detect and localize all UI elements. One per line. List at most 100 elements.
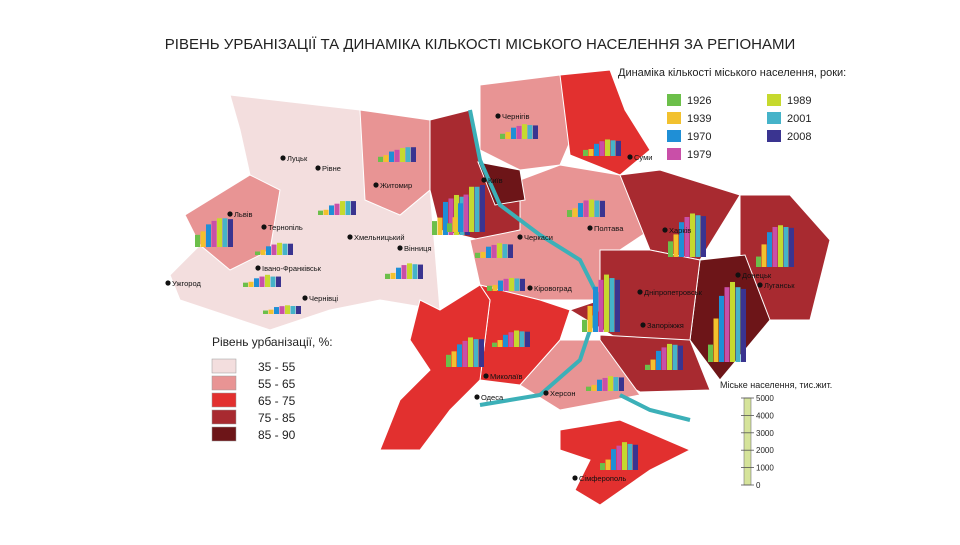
bar [591, 384, 597, 391]
bar [265, 274, 270, 287]
scale-tick-label: 3000 [756, 429, 774, 438]
city-dot [165, 280, 171, 286]
bar [719, 295, 724, 362]
city-dot [572, 475, 578, 481]
city-label: Черкаси [524, 233, 553, 242]
bar [599, 141, 605, 156]
bar [679, 222, 684, 257]
legend-title: Динаміка кількості міського населення, р… [618, 67, 846, 79]
map-title: РІВЕНЬ УРБАНІЗАЦІЇ ТА ДИНАМІКА КІЛЬКОСТІ… [165, 36, 795, 53]
city-label: Дніпропетровськ [644, 288, 703, 297]
city-label: Чернігів [502, 112, 530, 121]
city-dot [373, 182, 379, 188]
bar [480, 251, 486, 258]
bar [668, 241, 673, 257]
bar [263, 310, 268, 314]
bar [519, 331, 525, 347]
bar [520, 278, 525, 291]
bar [396, 267, 401, 279]
city-dot [315, 165, 321, 171]
scale-tick-label: 4000 [756, 411, 774, 420]
bar [511, 127, 516, 139]
bar [645, 364, 650, 370]
bar [602, 377, 608, 391]
bar [340, 201, 345, 215]
city-label: Житомир [380, 181, 412, 190]
regions [169, 69, 831, 506]
bar [479, 339, 484, 367]
bar [390, 272, 396, 279]
bar [279, 306, 285, 314]
coast [619, 393, 691, 422]
bar [498, 280, 503, 291]
region [559, 69, 651, 176]
bar [756, 256, 761, 267]
bar [282, 243, 288, 255]
bar [383, 155, 389, 162]
city-dot [347, 234, 353, 240]
bar [673, 234, 679, 257]
legend-label: 75 - 85 [258, 411, 296, 425]
scale-tick-label: 2000 [756, 446, 774, 455]
bar [473, 339, 479, 367]
bar [447, 223, 452, 232]
bar [615, 279, 620, 332]
legend-label: 85 - 90 [258, 428, 296, 442]
bar [451, 351, 457, 367]
bar [583, 149, 588, 156]
bar [378, 156, 383, 162]
city-label: Рівне [322, 164, 341, 173]
bar [594, 200, 600, 217]
bar [708, 344, 713, 362]
bar [418, 264, 423, 279]
legend-swatch [767, 130, 781, 142]
legend-label: 1979 [687, 149, 711, 161]
bar [497, 340, 503, 347]
scale-legend: Міське населення, тис.жит. 0 1000 2000 3000… [720, 380, 832, 490]
bar [701, 216, 706, 257]
bar [772, 226, 778, 267]
region [359, 109, 431, 216]
scale-tick-label: 1000 [756, 464, 774, 473]
scale-tick-label: 5000 [756, 394, 774, 403]
city-dot [627, 154, 633, 160]
bar [389, 151, 394, 162]
bar [288, 243, 293, 255]
bar [567, 210, 572, 217]
bar [351, 201, 356, 215]
city-label: Тернопіль [268, 223, 303, 232]
bar [672, 344, 678, 370]
bar [502, 244, 508, 258]
bar [248, 281, 254, 287]
bar [443, 201, 448, 235]
bar [604, 274, 609, 332]
bar [448, 198, 454, 235]
city-dot [527, 285, 533, 291]
bar [578, 203, 583, 217]
legend-label: 1989 [787, 95, 811, 107]
bar [767, 232, 772, 267]
bar [597, 379, 602, 391]
bar [678, 345, 683, 370]
scale-tick-label: 0 [756, 481, 761, 490]
bar [533, 125, 538, 139]
bar [522, 124, 527, 139]
city-dot [481, 177, 487, 183]
bar [525, 331, 530, 347]
city-label: Запоріжжя [647, 321, 684, 330]
bar [627, 443, 633, 470]
legend-swatch [667, 148, 681, 160]
bar [741, 288, 746, 362]
bar [463, 194, 469, 232]
bar [323, 209, 329, 215]
bar [458, 203, 463, 232]
city-dot [474, 394, 480, 400]
legend-label: 1970 [687, 131, 711, 143]
bar [761, 244, 767, 267]
city-dot [587, 225, 593, 231]
bar [318, 210, 323, 215]
bar [217, 218, 222, 247]
bar [600, 463, 605, 470]
bar [633, 444, 638, 470]
bar [345, 201, 351, 215]
